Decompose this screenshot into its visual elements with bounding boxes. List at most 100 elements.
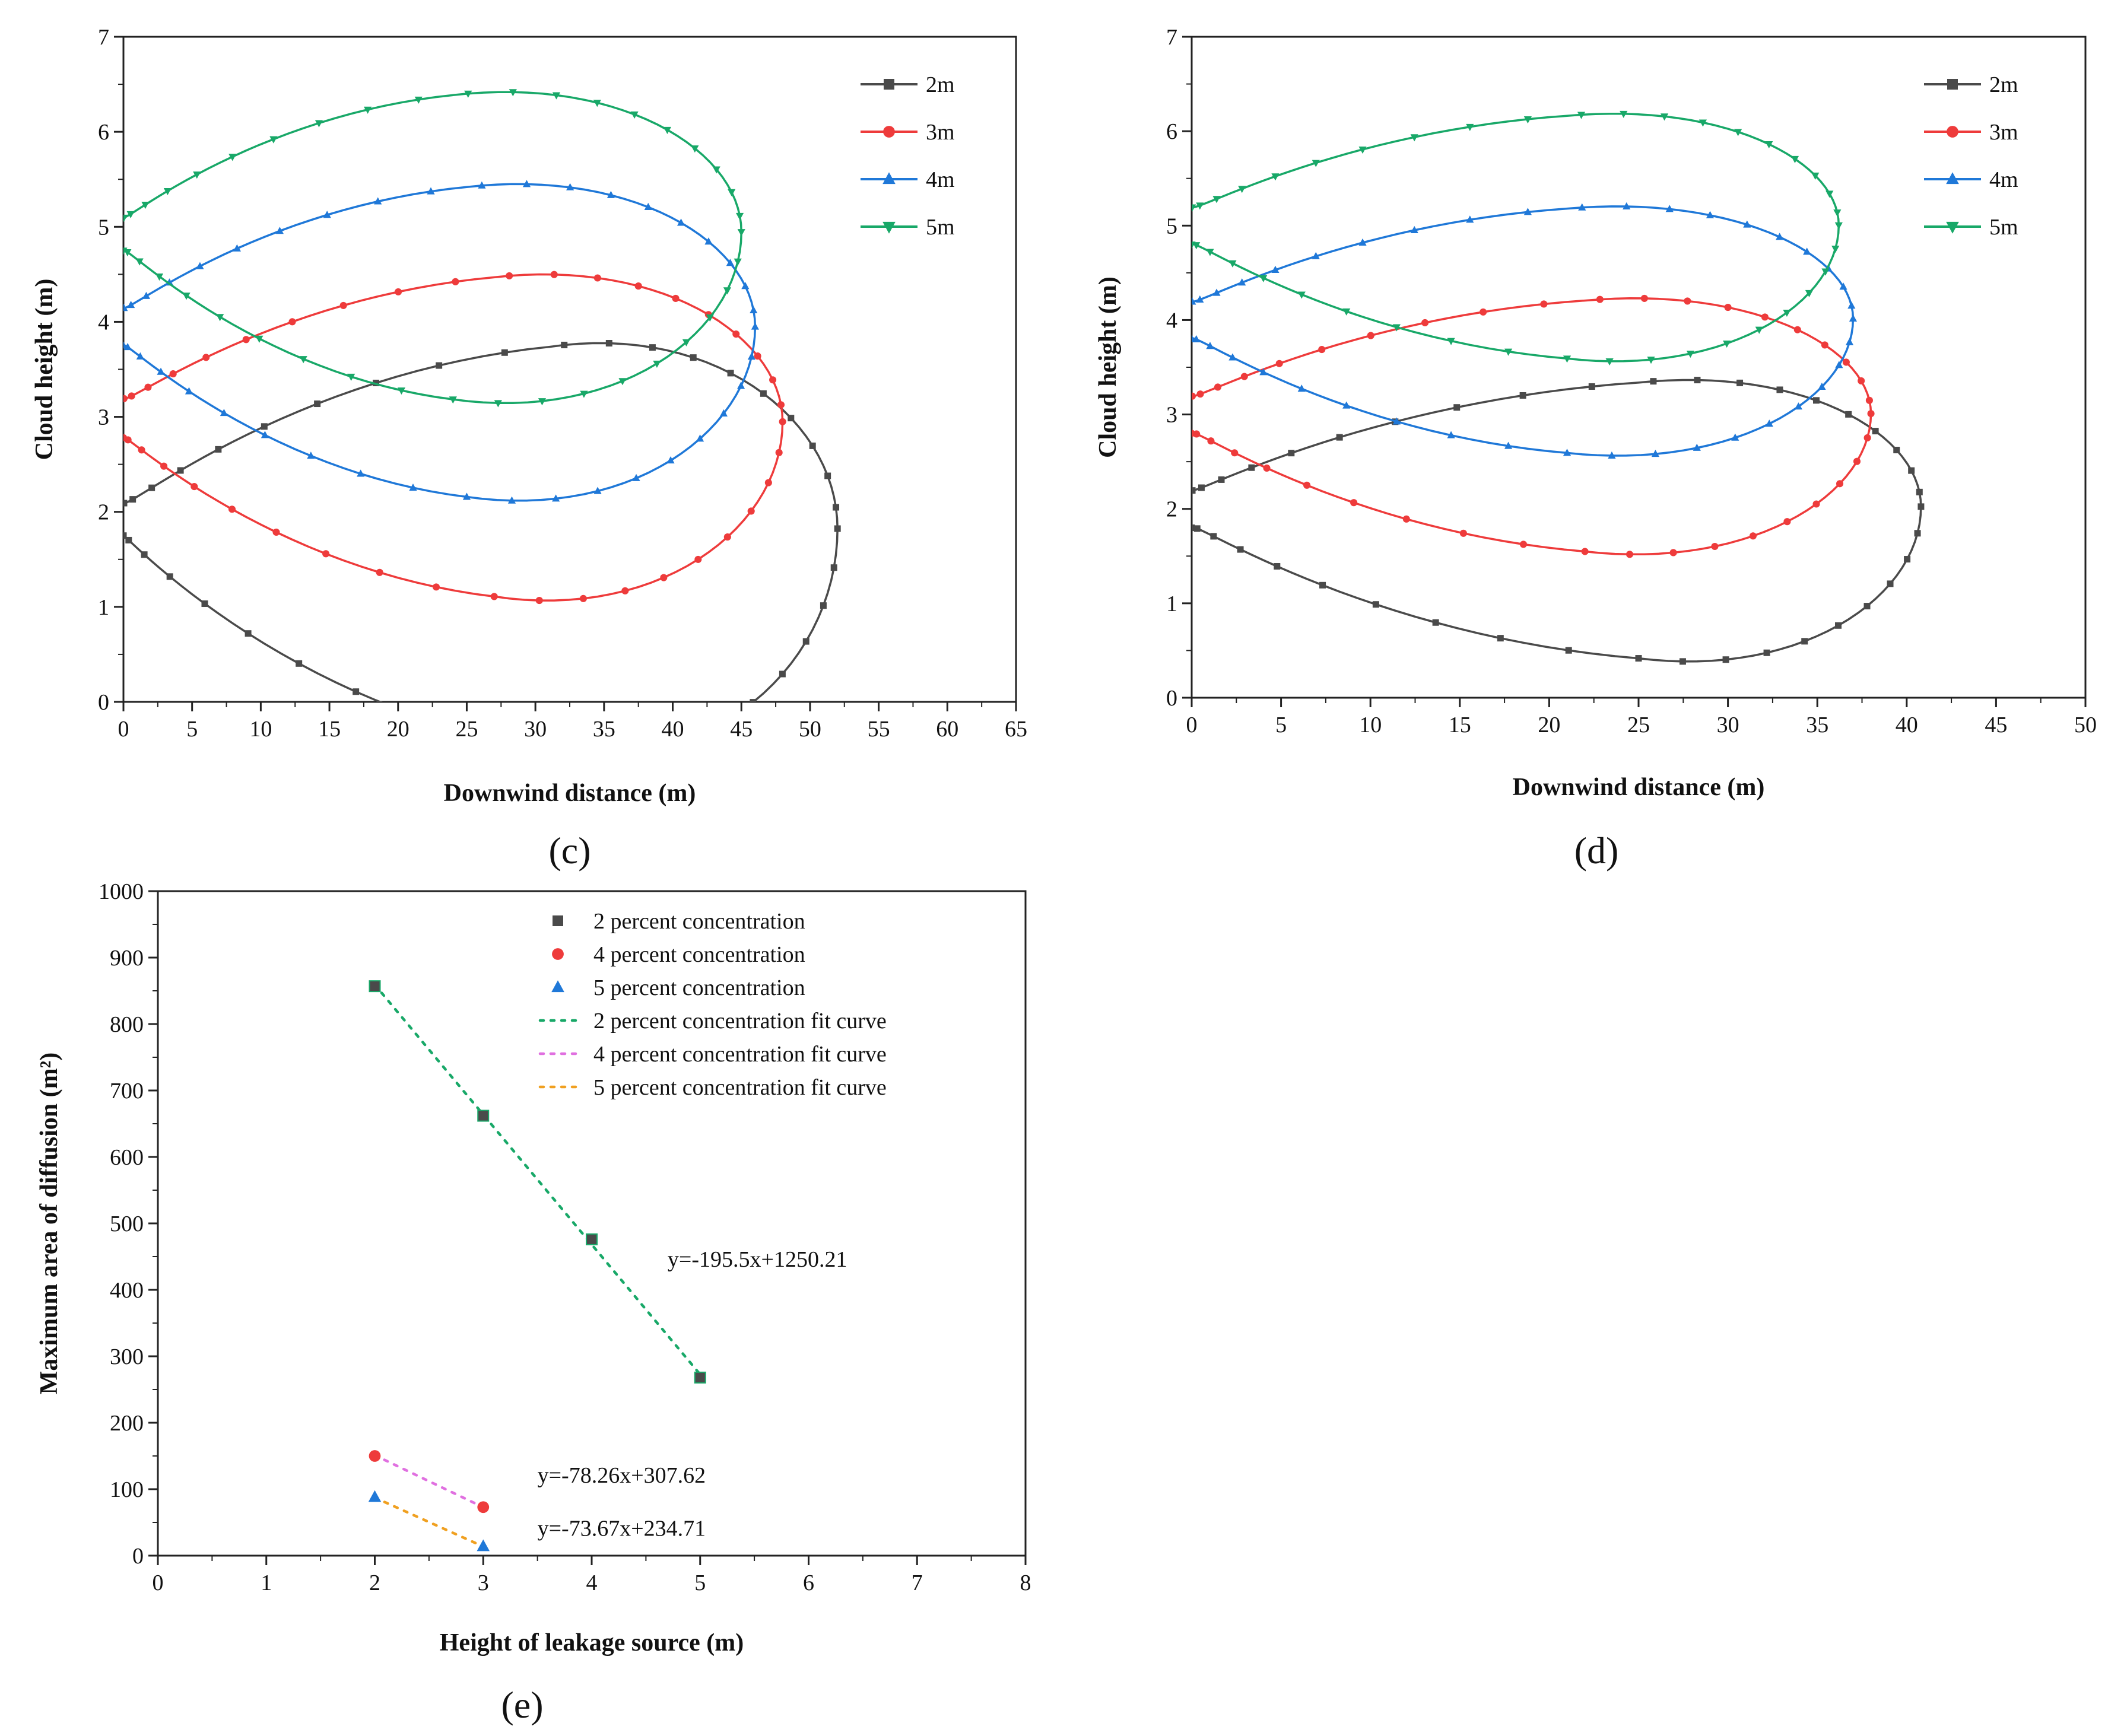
series-marker-4m	[1693, 443, 1701, 451]
series-marker-5m	[1196, 202, 1204, 210]
series-marker-2m	[727, 370, 734, 377]
series-marker-2m	[353, 688, 360, 695]
series-marker-5m	[255, 335, 264, 343]
series-marker-3m	[490, 593, 498, 600]
series-marker-5m	[1238, 186, 1246, 193]
legend-marker-4m	[882, 172, 896, 185]
x-axis-label: Height of leakage source (m)	[440, 1629, 744, 1656]
x-tick-label: 30	[1717, 713, 1739, 737]
series-marker-5m	[141, 202, 150, 209]
series-marker-3m	[1214, 383, 1222, 391]
series-marker-4m	[1847, 301, 1856, 309]
series-marker-5m	[1358, 146, 1367, 154]
series-marker-4m	[666, 456, 675, 464]
plot-area	[1192, 110, 1925, 665]
series-marker-2m	[649, 344, 656, 351]
series-marker-3m	[747, 507, 755, 515]
series-marker-2m	[1635, 655, 1642, 662]
x-tick-label: 6	[803, 1570, 814, 1595]
series-marker-5m	[1504, 348, 1513, 356]
chart-panel-c: 0 5 10 15 20 25 30 35 40 45 50 55 60 6501234567Downwi…	[31, 25, 1027, 872]
y-tick-label: 500	[110, 1212, 144, 1236]
series-marker-2m	[1650, 378, 1657, 385]
series-marker-2m	[1336, 434, 1343, 441]
y-tick-label: 100	[110, 1477, 144, 1502]
series-marker-3m	[779, 418, 786, 425]
series-marker-2m	[148, 484, 155, 491]
series-marker-3m	[1367, 332, 1374, 339]
series-marker-3m	[123, 395, 128, 402]
series-line-5m	[1192, 112, 1840, 363]
series-marker-3m	[128, 392, 135, 400]
series-marker-4m	[1776, 233, 1784, 240]
series-line-4m	[123, 183, 757, 502]
legend-marker-5m	[882, 221, 896, 234]
series-marker-5m	[163, 187, 172, 196]
series-marker-2m	[1694, 377, 1701, 384]
series-marker-3m	[1640, 294, 1648, 302]
series-marker-5m	[1228, 260, 1237, 268]
series-marker-5m	[182, 292, 191, 300]
series-marker-4m	[696, 434, 704, 442]
data-point-2	[368, 1490, 382, 1502]
series-marker-5m	[193, 171, 201, 179]
series-marker-3m	[621, 587, 629, 594]
series-marker-3m	[432, 583, 440, 591]
y-tick-label: 1	[98, 595, 109, 620]
series-marker-4m	[1238, 278, 1246, 286]
series-marker-3m	[1318, 346, 1326, 354]
legend-marker-1	[552, 948, 564, 960]
x-tick-label: 15	[318, 717, 341, 742]
series-marker-4m	[1196, 295, 1204, 303]
series-marker-2m	[824, 472, 831, 479]
series-marker-5m	[712, 166, 720, 174]
series-marker-2m	[123, 532, 127, 539]
x-tick-label: 0	[153, 1570, 164, 1595]
series-marker-2m	[690, 354, 697, 361]
series-marker-5m	[126, 211, 135, 218]
series-marker-2m	[125, 536, 132, 543]
series-marker-4m	[1392, 417, 1401, 425]
series-marker-4m	[726, 259, 734, 266]
series-marker-5m	[1805, 290, 1814, 297]
y-tick-label: 2	[1166, 497, 1177, 522]
legend-marker-3m	[1947, 126, 1958, 138]
series-marker-2m	[1288, 450, 1295, 457]
series-marker-3m	[160, 462, 168, 470]
series-marker-4m	[1623, 202, 1631, 209]
series-marker-3m	[754, 352, 761, 360]
series-marker-5m	[1271, 173, 1280, 181]
x-tick-label: 65	[1005, 717, 1027, 742]
series-marker-2m	[760, 390, 767, 397]
series-marker-3m	[694, 555, 702, 563]
series-marker-2m	[1917, 503, 1925, 510]
series-marker-5m	[1563, 355, 1572, 363]
series-marker-4m	[1849, 314, 1858, 322]
series-marker-4m	[1803, 247, 1811, 255]
series-marker-3m	[1626, 551, 1634, 558]
series-marker-2m	[1193, 525, 1201, 532]
series-marker-4m	[1206, 342, 1214, 349]
data-point-outline	[477, 1109, 490, 1122]
series-marker-3m	[322, 550, 330, 558]
series-marker-5m	[1811, 172, 1820, 180]
plot-frame	[157, 890, 1027, 1557]
series-marker-3m	[228, 505, 236, 513]
series-marker-2m	[1237, 546, 1244, 553]
series-line-4m	[1192, 205, 1855, 457]
data-point-outline	[586, 1233, 598, 1245]
series-marker-3m	[1836, 480, 1844, 488]
series-marker-3m	[1863, 434, 1871, 441]
series-marker-5m	[135, 258, 144, 266]
series-marker-5m	[1755, 326, 1763, 334]
series-marker-4m	[1743, 220, 1751, 228]
series-marker-3m	[535, 597, 543, 605]
series-marker-4m	[1192, 335, 1201, 342]
y-tick-label: 0	[132, 1544, 144, 1569]
series-marker-2m	[1835, 622, 1842, 629]
series-marker-5m	[1577, 112, 1586, 119]
data-point-0	[478, 1110, 489, 1121]
series-marker-5m	[494, 400, 502, 408]
series-marker-4m	[704, 237, 713, 245]
series-marker-5m	[1259, 275, 1268, 282]
